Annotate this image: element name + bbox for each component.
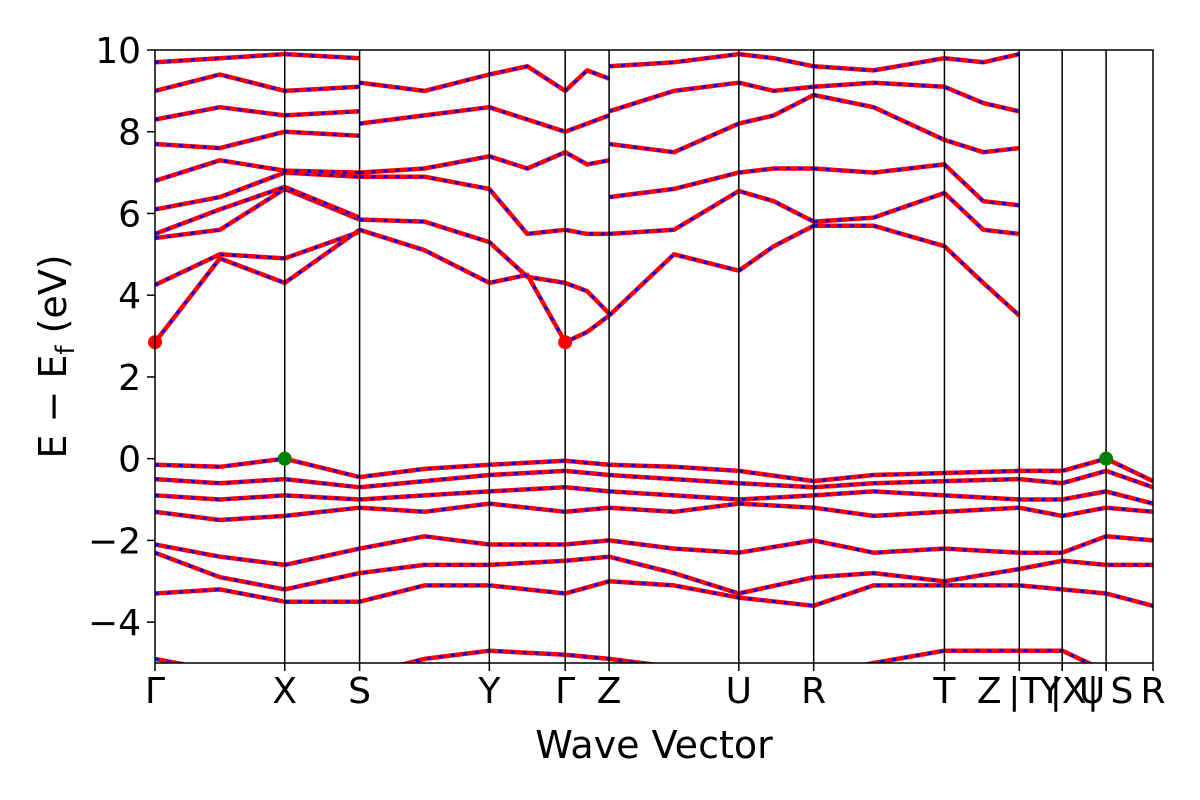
band-line-dash-15 (359, 64, 610, 93)
band-line-dash-13 (359, 150, 610, 175)
cbm-marker-1 (558, 335, 573, 350)
band-line-5 (155, 158, 360, 183)
y-axis-label-unit: (eV) (31, 254, 75, 345)
band-line-dash-9 (155, 52, 360, 64)
kpoint-label-3: Y (477, 671, 501, 712)
band-line-dash-14 (359, 105, 610, 134)
band-line-dash-5 (155, 158, 360, 183)
kpoint-label-11: Y (1038, 671, 1062, 712)
plot-frame (154, 49, 1154, 664)
band-line-dash-7 (155, 105, 360, 121)
kpoint-label-5: Z (597, 671, 622, 712)
band-line-4 (155, 170, 360, 212)
band-line-18 (608, 166, 814, 200)
band-line-21 (608, 51, 815, 69)
band-line-dash-17 (609, 189, 815, 236)
band-line-3 (155, 184, 361, 237)
band-line-31 (155, 501, 1153, 523)
band-line-20 (608, 80, 814, 114)
kpoint-label-13: U (1079, 671, 1105, 712)
ytick-label-1: −2 (88, 521, 141, 562)
vbm-marker-3 (1099, 451, 1114, 466)
y-ticks: −4 −2 0 2 4 6 8 10 (88, 31, 155, 644)
ytick-label-6: 8 (118, 113, 141, 154)
band-line-dash-28 (155, 457, 1153, 483)
band-line-30 (155, 485, 1153, 506)
band-line-dash-32 (155, 534, 1153, 567)
band-line-16 (607, 223, 815, 318)
band-line-27 (813, 51, 1020, 73)
band-edge-markers (148, 335, 1114, 466)
kpoint-label-6: U (726, 671, 752, 712)
band-line-1 (155, 229, 361, 288)
bands-layer (155, 51, 1153, 663)
band-line-24 (813, 162, 1020, 208)
ytick-label-5: 6 (118, 194, 141, 235)
band-line-26 (813, 80, 1020, 114)
band-line-dash-35 (155, 649, 1093, 663)
kpoint-label-4: Γ (555, 671, 575, 712)
band-line-12 (359, 174, 610, 237)
band-line-dash-33 (155, 551, 1153, 596)
band-line-dash-6 (155, 130, 360, 150)
kpoint-label-2: S (348, 671, 371, 712)
band-line-0 (155, 227, 361, 344)
kpoint-label-1: X (272, 671, 297, 712)
band-line-11 (359, 217, 611, 316)
band-line-dash-3 (155, 185, 361, 236)
band-line-32 (155, 534, 1153, 568)
band-line-dash-11 (359, 218, 611, 315)
band-line-7 (155, 104, 360, 122)
kpoint-label-0: Γ (145, 671, 165, 712)
y-axis-label: E − Ef (eV) (31, 254, 81, 458)
ytick-label-4: 4 (118, 276, 141, 317)
kpoint-label-12: |X (1050, 671, 1087, 712)
band-line-dash-12 (359, 175, 610, 236)
band-line-dash-27 (813, 52, 1020, 72)
band-line-dash-31 (155, 502, 1153, 522)
kpoint-label-7: R (801, 671, 826, 712)
vbm-marker-2 (277, 451, 292, 466)
kpoint-label-8: T (932, 671, 956, 712)
kpoint-label-15: R (1140, 671, 1165, 712)
x-axis-label: Wave Vector (535, 723, 773, 767)
band-line-dash-8 (155, 72, 360, 93)
band-line-8 (155, 72, 360, 94)
kpath-lines (283, 50, 1107, 663)
band-line-9 (155, 51, 360, 65)
band-line-6 (155, 129, 360, 151)
y-axis-label-main: E − E (31, 355, 75, 459)
y-axis-label-sub: f (51, 345, 81, 355)
band-line-35 (155, 648, 1094, 663)
band-line-22 (813, 223, 1021, 318)
ytick-label-0: −4 (88, 603, 141, 644)
kpoint-label-10: |T (1008, 671, 1043, 712)
ytick-label-2: 0 (118, 440, 141, 481)
kpoint-label-9: Z (977, 671, 1002, 712)
band-line-dash-29 (155, 469, 1153, 489)
kpoint-label-14: | S (1087, 671, 1133, 712)
ytick-label-7: 10 (95, 31, 141, 72)
band-line-17 (608, 188, 815, 237)
ytick-label-3: 2 (118, 358, 141, 399)
band-line-dash-34 (155, 579, 1153, 608)
band-line-dash-0 (155, 228, 361, 344)
